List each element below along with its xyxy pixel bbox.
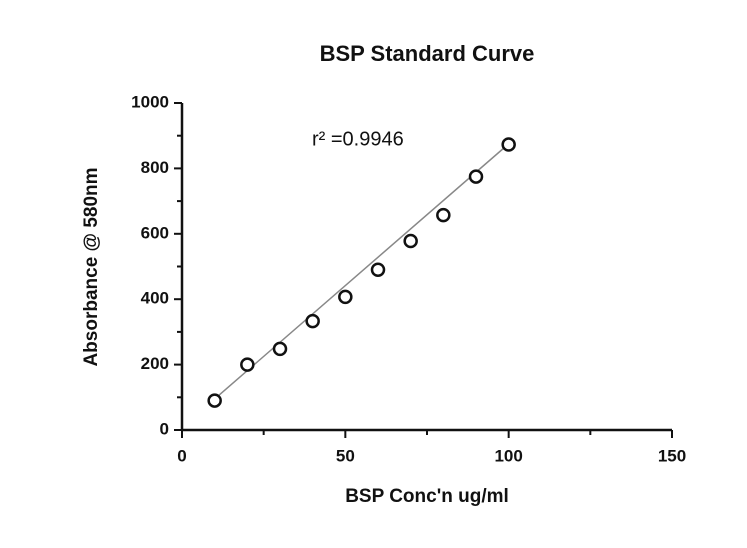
y-tick-label: 800: [141, 158, 169, 177]
data-point: [501, 137, 516, 152]
data-point: [370, 262, 386, 278]
data-point: [338, 289, 353, 305]
x-axis-label: BSP Conc'n ug/ml: [345, 486, 509, 507]
data-point: [272, 341, 288, 357]
x-tick-label: 100: [494, 446, 522, 465]
y-tick-label: 1000: [131, 92, 169, 111]
data-point: [403, 233, 418, 249]
x-tick-label: 50: [336, 446, 355, 465]
data-point: [207, 393, 222, 408]
x-tick-label: 150: [658, 446, 686, 465]
y-tick-label: 0: [160, 419, 169, 438]
data-point: [305, 313, 320, 329]
x-tick-label: 0: [177, 446, 186, 465]
data-point: [436, 207, 451, 223]
y-tick-label: 200: [141, 354, 169, 373]
y-tick-label: 600: [141, 223, 169, 242]
y-axis-label: Absorbance @ 580nm: [81, 167, 102, 366]
y-tick-label: 400: [141, 289, 169, 308]
chart-title: BSP Standard Curve: [320, 41, 535, 66]
data-point: [240, 357, 255, 372]
data-point: [468, 169, 484, 184]
trend-line: [214, 143, 510, 400]
annotation: r² =0.9946: [312, 128, 404, 150]
